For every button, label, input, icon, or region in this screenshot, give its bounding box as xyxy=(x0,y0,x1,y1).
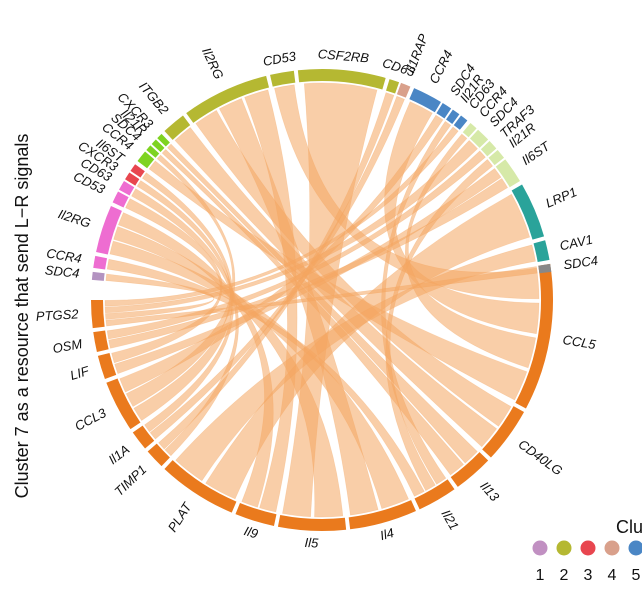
segment-label: PLAT xyxy=(165,499,195,535)
chord-ribbon xyxy=(104,140,478,314)
segment-label: SDC4 xyxy=(562,253,598,273)
arc-segment-cd53 xyxy=(112,191,129,208)
segment-label: Il9 xyxy=(242,523,260,541)
arc-segment-il6st xyxy=(130,164,145,178)
chord-ribbon xyxy=(385,159,494,492)
segment-label: CAV1 xyxy=(558,232,594,254)
arc-segment-il21r xyxy=(488,149,505,166)
legend-dot xyxy=(604,540,620,556)
arc-segment-sdc4 xyxy=(436,103,452,119)
arc-segment-ccr4 xyxy=(409,88,441,113)
segment-label: Il4 xyxy=(378,525,395,543)
arc-segment-cxcr3 xyxy=(125,172,140,186)
side-title: Cluster 7 as a resource that send L−R si… xyxy=(12,134,32,499)
arc-segment-plat xyxy=(164,460,237,513)
segment-label: CCL5 xyxy=(562,332,598,352)
chord-ribbon xyxy=(149,95,405,440)
arc-segment-sdc4 xyxy=(91,271,105,281)
arc-segment-il5 xyxy=(277,514,347,531)
segment-label: SDC4 xyxy=(44,262,80,281)
segment-label: PTGS2 xyxy=(35,306,79,324)
arc-segment-itgb2 xyxy=(164,115,191,140)
arc-segment-ccr4 xyxy=(462,123,477,138)
arc-segment-il6st xyxy=(495,159,521,188)
segment-label: LRP1 xyxy=(543,184,579,211)
arc-segment-il4 xyxy=(348,500,416,530)
arc-segment-il21r xyxy=(446,109,460,124)
arc-segment-traf3 xyxy=(480,140,497,157)
outer-arcs xyxy=(91,69,553,531)
arc-segment-lrp1 xyxy=(511,184,545,240)
chord-ribbon xyxy=(118,212,274,508)
segment-label: TIMP1 xyxy=(111,462,149,499)
legend-label: 2 xyxy=(560,567,569,584)
segment-label: CD53 xyxy=(262,48,298,69)
arc-segment-il21r xyxy=(151,139,165,153)
segment-label: CSF2RB xyxy=(317,46,370,65)
arc-segment-csf2rb xyxy=(297,69,386,90)
segment-label: Il2RG xyxy=(56,206,92,231)
arc-segment-cav1 xyxy=(533,240,550,262)
legend-label: 3 xyxy=(584,567,593,584)
chord-ribbon xyxy=(105,266,538,327)
legend-title: Clu xyxy=(616,517,642,537)
arc-segment-sdc4 xyxy=(469,129,489,148)
legend-dot xyxy=(556,540,572,556)
arc-segment-il2rg xyxy=(96,206,122,255)
segment-label: Il21 xyxy=(438,507,461,533)
arc-segment-ccr4 xyxy=(93,255,108,270)
chord-ribbon xyxy=(205,193,531,500)
chord-ribbon xyxy=(111,198,223,364)
chord-ribbon xyxy=(108,178,509,349)
arc-segment-cd63 xyxy=(386,79,400,94)
arc-segment-ptgs2 xyxy=(91,300,105,329)
arc-segment-sdc4 xyxy=(146,145,160,158)
arc-segment-lif xyxy=(97,352,117,380)
arc-segment-ccl3 xyxy=(106,378,141,430)
arc-segment-il13 xyxy=(450,452,489,487)
arc-segment-il1rap xyxy=(396,82,411,98)
arc-segment-cd63 xyxy=(453,115,468,130)
legend-label: 1 xyxy=(536,567,545,584)
segment-label: CD40LG xyxy=(516,436,566,478)
chord-ribbon xyxy=(158,92,395,450)
arc-segment-ccl5 xyxy=(515,263,553,409)
segment-label: OSM xyxy=(51,336,83,356)
chord-ribbon xyxy=(106,150,486,340)
segment-label: Il2RG xyxy=(199,45,227,81)
chord-ribbon xyxy=(133,172,234,421)
segment-label: Il5 xyxy=(304,535,319,551)
segment-label: CCR4 xyxy=(45,245,82,266)
legend-label: 5 xyxy=(632,567,641,584)
arc-segment-timp1 xyxy=(147,443,170,467)
arc-segment-cd63 xyxy=(118,181,135,196)
arc-segment-osm xyxy=(93,330,109,352)
chord-ribbon xyxy=(104,126,459,307)
legend-dot xyxy=(628,540,642,556)
arc-segment-il9 xyxy=(235,503,277,526)
segment-label: Il1RAP xyxy=(402,32,431,75)
arc-segment-il2rg xyxy=(186,75,270,123)
arc-segment-il21 xyxy=(414,479,455,510)
arc-segment-il1a xyxy=(132,425,155,449)
chord-ribbon xyxy=(119,114,444,393)
chord-ribbons xyxy=(104,82,540,518)
legend-dot xyxy=(580,540,596,556)
chord-ribbon xyxy=(175,244,536,482)
segment-label: CCL3 xyxy=(72,405,109,434)
segment-label: Il1A xyxy=(105,442,132,468)
segment-label: Il13 xyxy=(477,479,503,505)
arc-segment-cd53 xyxy=(270,70,296,87)
arc-segment-ccr4 xyxy=(137,151,155,169)
arc-segment-cd40lg xyxy=(482,406,525,458)
arc-segment-cxcr3 xyxy=(157,133,170,147)
legend-label: 4 xyxy=(608,567,617,584)
segment-label: LIF xyxy=(68,363,91,383)
chord-ribbon xyxy=(105,273,215,320)
segment-label: CCR4 xyxy=(426,48,456,86)
legend-dot xyxy=(532,540,548,556)
arc-segment-sdc4 xyxy=(538,263,552,274)
